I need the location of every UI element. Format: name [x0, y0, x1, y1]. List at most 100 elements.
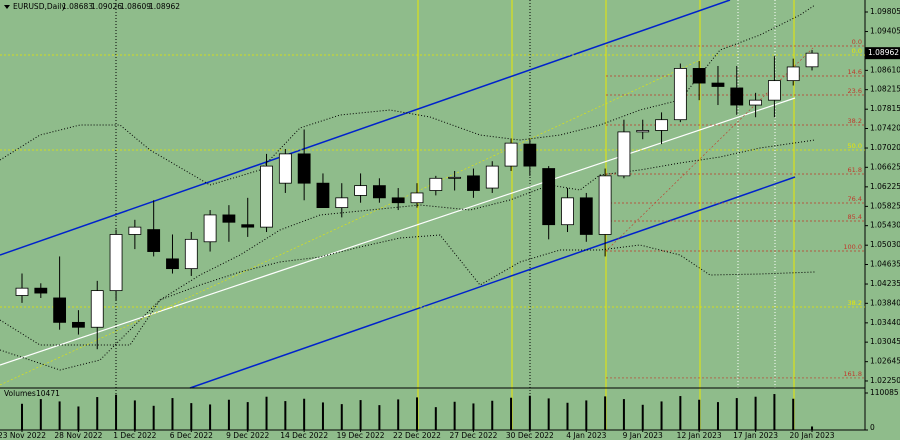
- price-box-label: 1.08962: [868, 48, 899, 57]
- y-tick-label: 1.09405: [870, 27, 900, 36]
- volume-bar: [359, 400, 362, 430]
- header-low: 1.08609: [120, 2, 151, 11]
- volume-bar: [321, 402, 324, 430]
- candle-body: [297, 153, 311, 184]
- fib-label: 100.0: [843, 243, 862, 251]
- volume-bar: [115, 394, 118, 430]
- x-tick-label: 28 Nov 2022: [54, 431, 102, 440]
- volume-bar: [378, 405, 381, 430]
- volume-bar: [528, 395, 531, 430]
- candle-body: [372, 185, 386, 199]
- x-tick-label: 9 Dec 2022: [226, 431, 269, 440]
- y-tick-label: 1.04235: [870, 279, 900, 288]
- volume-bar: [39, 399, 42, 430]
- candle-body: [749, 99, 762, 106]
- candle-body: [53, 297, 67, 323]
- candle-body: [72, 321, 85, 328]
- y-tick-label: 1.07020: [870, 143, 900, 152]
- volume-bar: [340, 404, 343, 430]
- candle-body: [579, 197, 593, 235]
- volume-bar: [566, 402, 569, 430]
- volume-bar: [491, 400, 494, 430]
- fib-label: 23.6: [848, 87, 862, 95]
- candle-body: [34, 287, 48, 294]
- x-tick-label: 23 Nov 2022: [0, 431, 46, 440]
- volume-bar: [227, 399, 230, 430]
- x-tick-label: 4 Jan 2023: [566, 431, 606, 440]
- volume-bar: [209, 404, 212, 430]
- x-tick-label: 12 Jan 2023: [677, 431, 722, 440]
- fib-label: 61.8: [848, 166, 862, 174]
- volume-bar: [284, 401, 287, 430]
- volume-bar: [811, 426, 814, 430]
- candle-body: [335, 197, 349, 209]
- fib-label: 85.4: [848, 213, 862, 221]
- fib-label: 76.4: [848, 195, 862, 203]
- fib-label: 0.0: [852, 47, 862, 55]
- candle-body: [636, 130, 650, 133]
- band-upper: [0, 4, 816, 186]
- y-tick-label: 1.03440: [870, 318, 900, 327]
- candle-body: [786, 66, 800, 82]
- y-tick-label: 1.04635: [870, 259, 900, 268]
- fib-label: 161.8: [843, 370, 862, 378]
- volume-bar: [453, 401, 456, 430]
- candle-body: [15, 287, 29, 296]
- volume-bar: [792, 398, 795, 430]
- x-tick-label: 19 Dec 2022: [337, 431, 385, 440]
- fib-label: 50.0: [848, 142, 862, 150]
- y-tick-label: 1.09805: [870, 7, 900, 16]
- y-tick-label: 1.07815: [870, 104, 900, 113]
- candle-body: [278, 153, 292, 184]
- y-tick-label: 1.03840: [870, 298, 900, 307]
- volume-bar: [604, 396, 607, 430]
- y-tick-label: 1.08610: [870, 65, 900, 74]
- x-tick-label: 9 Jan 2023: [623, 431, 663, 440]
- volume-bar: [660, 401, 663, 430]
- candle-body: [467, 175, 480, 191]
- candle-body: [655, 119, 668, 131]
- volume-bar: [265, 396, 268, 430]
- candle-body: [429, 177, 443, 191]
- y-tick-label: 1.02250: [870, 376, 900, 385]
- volume-bar: [547, 398, 550, 430]
- channel-lower: [189, 176, 796, 389]
- x-tick-label: 6 Dec 2022: [170, 431, 213, 440]
- volume-bar: [21, 403, 23, 430]
- candle-body: [730, 87, 744, 106]
- volume-bar: [434, 407, 437, 430]
- y-tick-label: 1.05825: [870, 201, 900, 210]
- volume-bar: [754, 396, 757, 430]
- header-close: 1.08962: [149, 2, 180, 11]
- candle-body: [184, 238, 198, 270]
- y-tick-label: 1.06625: [870, 162, 900, 171]
- candle-body: [260, 165, 273, 228]
- fib-line: [605, 45, 816, 252]
- candle-body: [805, 52, 819, 68]
- y-tick-label: 1.05430: [870, 221, 900, 230]
- volume-tick-label: 110085: [870, 388, 899, 397]
- x-tick-label: 27 Dec 2022: [449, 431, 497, 440]
- y-tick-label: 1.05030: [870, 240, 900, 249]
- volume-bar: [773, 394, 776, 430]
- volume-tick-label: 0: [870, 423, 875, 432]
- candle-body: [692, 68, 706, 84]
- y-tick-label: 1.07420: [870, 123, 900, 132]
- candle-body: [222, 214, 236, 223]
- candle-body: [485, 165, 499, 189]
- fib-label: 38.2: [848, 117, 862, 125]
- y-tick-label: 1.03045: [870, 337, 900, 346]
- x-tick-label: 1 Dec 2022: [113, 431, 156, 440]
- candle-body: [673, 68, 687, 121]
- candle-body: [711, 82, 725, 87]
- volume-bar: [152, 405, 155, 430]
- candle-body: [391, 197, 405, 204]
- candle-body: [109, 234, 123, 292]
- volume-bar: [735, 398, 738, 430]
- volume-bar: [716, 402, 719, 430]
- candle-body: [128, 226, 142, 235]
- candle-body: [448, 176, 462, 179]
- volume-bar: [585, 400, 588, 430]
- volume-bar: [641, 404, 644, 430]
